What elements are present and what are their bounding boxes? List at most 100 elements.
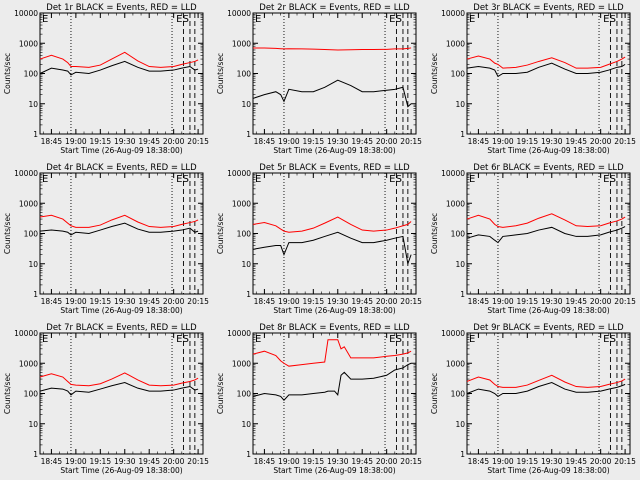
annotation-label: S bbox=[396, 14, 402, 25]
y-axis: 1 10 100 1000 10000 bbox=[441, 9, 630, 139]
y-axis-label: Counts/sec bbox=[430, 213, 439, 254]
x-tick-label: 20:15 bbox=[187, 297, 209, 306]
x-tick-label: 20:00 bbox=[590, 137, 612, 146]
x-tick-label: 19:45 bbox=[351, 297, 373, 306]
y-tick-label: 10 bbox=[241, 420, 251, 429]
y-axis: 1 10 100 1000 10000 bbox=[441, 169, 630, 299]
x-axis: 18:45 19:00 19:15 19:30 19:45 20:00 20:15 bbox=[254, 333, 422, 466]
x-tick-label: 19:45 bbox=[351, 137, 373, 146]
y-tick-label: 10 bbox=[455, 420, 465, 429]
x-tick-label: 19:15 bbox=[516, 297, 538, 306]
chart-panel-det-6: Det 6r BLACK = Events, RED = LLD 1 10 100 10… bbox=[430, 163, 636, 315]
corner-label: E bbox=[255, 334, 261, 345]
x-axis: 18:45 19:00 19:15 19:30 19:45 20:00 20:15 bbox=[41, 13, 209, 146]
x-axis-label: Start Time (26-Aug-09 18:38:00) bbox=[273, 306, 395, 315]
series-line-events bbox=[466, 382, 626, 398]
x-axis: 18:45 19:00 19:15 19:30 19:45 20:00 20:15 bbox=[254, 13, 422, 146]
plot-frame bbox=[252, 12, 417, 135]
plot-frame bbox=[466, 332, 631, 455]
y-tick-label: 10 bbox=[28, 260, 38, 269]
x-tick-label: 20:00 bbox=[163, 297, 185, 306]
x-tick-label: 19:45 bbox=[351, 457, 373, 466]
annotation-label: E bbox=[389, 174, 395, 185]
y-tick-label: 10 bbox=[28, 100, 38, 109]
y-tick-label: 100 bbox=[451, 390, 466, 399]
x-tick-label: 19:15 bbox=[516, 137, 538, 146]
corner-label: E bbox=[469, 334, 475, 345]
series-line-events bbox=[39, 222, 199, 236]
annotation-label: E bbox=[176, 174, 182, 185]
x-axis-label: Start Time (26-Aug-09 18:38:00) bbox=[60, 306, 182, 315]
y-tick-label: 1 bbox=[33, 450, 38, 459]
corner-label: E bbox=[469, 14, 475, 25]
x-tick-label: 19:30 bbox=[114, 297, 136, 306]
x-axis-label: Start Time (26-Aug-09 18:38:00) bbox=[273, 466, 395, 475]
y-tick-label: 10 bbox=[241, 100, 251, 109]
y-tick-label: 1000 bbox=[446, 199, 465, 208]
x-tick-label: 20:00 bbox=[163, 457, 185, 466]
annotation-label: E bbox=[389, 334, 395, 345]
y-tick-label: 1000 bbox=[19, 199, 38, 208]
annotation-label: S bbox=[183, 174, 189, 185]
x-tick-label: 19:15 bbox=[302, 137, 324, 146]
y-axis-label: Counts/sec bbox=[3, 53, 12, 94]
annotation-label: S bbox=[610, 14, 616, 25]
annotation-label: E bbox=[603, 334, 609, 345]
x-tick-label: 20:15 bbox=[614, 457, 636, 466]
x-tick-label: 18:45 bbox=[254, 297, 276, 306]
x-tick-label: 19:00 bbox=[65, 137, 87, 146]
x-tick-label: 20:15 bbox=[400, 457, 422, 466]
y-tick-label: 10000 bbox=[441, 169, 465, 178]
x-tick-label: 18:45 bbox=[254, 457, 276, 466]
x-tick-label: 19:30 bbox=[327, 137, 349, 146]
y-tick-label: 1 bbox=[460, 450, 465, 459]
chart-title: Det 5r BLACK = Events, RED = LLD bbox=[259, 163, 410, 173]
x-tick-label: 20:00 bbox=[590, 297, 612, 306]
series-line-lld bbox=[466, 374, 626, 388]
plot-frame bbox=[39, 172, 204, 295]
y-axis: 1 10 100 1000 10000 bbox=[227, 9, 416, 139]
y-axis-label: Counts/sec bbox=[3, 213, 12, 254]
y-axis-label: Counts/sec bbox=[216, 53, 225, 94]
x-tick-label: 19:30 bbox=[541, 137, 563, 146]
x-tick-label: 19:00 bbox=[492, 297, 514, 306]
chart-title: Det 1r BLACK = Events, RED = LLD bbox=[46, 3, 197, 13]
corner-label: E bbox=[42, 174, 48, 185]
y-tick-label: 10 bbox=[455, 100, 465, 109]
series-line-events bbox=[39, 382, 199, 396]
x-axis: 18:45 19:00 19:15 19:30 19:45 20:00 20:15 bbox=[468, 173, 636, 306]
y-tick-label: 100 bbox=[24, 230, 39, 239]
series-line-lld bbox=[39, 372, 199, 387]
y-tick-label: 1 bbox=[460, 290, 465, 299]
y-tick-label: 10 bbox=[28, 420, 38, 429]
series-line-lld bbox=[39, 214, 199, 228]
x-tick-label: 19:45 bbox=[138, 297, 160, 306]
x-axis-label: Start Time (26-Aug-09 18:38:00) bbox=[60, 466, 182, 475]
x-tick-label: 19:15 bbox=[89, 457, 111, 466]
y-axis: 1 10 100 1000 10000 bbox=[14, 329, 203, 459]
chart-title: Det 2r BLACK = Events, RED = LLD bbox=[259, 3, 410, 13]
chart-title: Det 8r BLACK = Events, RED = LLD bbox=[259, 323, 410, 333]
y-tick-label: 10000 bbox=[227, 169, 251, 178]
x-axis-label: Start Time (26-Aug-09 18:38:00) bbox=[487, 466, 609, 475]
x-tick-label: 18:45 bbox=[41, 457, 63, 466]
chart-title: Det 7r BLACK = Events, RED = LLD bbox=[46, 323, 197, 333]
y-tick-label: 10000 bbox=[441, 9, 465, 18]
y-axis-label: Counts/sec bbox=[216, 213, 225, 254]
x-tick-label: 18:45 bbox=[41, 297, 63, 306]
y-tick-label: 100 bbox=[24, 390, 39, 399]
y-tick-label: 10000 bbox=[14, 169, 38, 178]
plot-frame bbox=[466, 12, 631, 135]
series-line-events bbox=[252, 362, 412, 401]
y-tick-label: 100 bbox=[451, 230, 466, 239]
x-tick-label: 20:15 bbox=[187, 457, 209, 466]
y-tick-label: 100 bbox=[237, 390, 252, 399]
plot-frame bbox=[39, 12, 204, 135]
x-axis: 18:45 19:00 19:15 19:30 19:45 20:00 20:15 bbox=[41, 173, 209, 306]
y-tick-label: 10000 bbox=[441, 329, 465, 338]
y-tick-label: 1 bbox=[33, 130, 38, 139]
y-tick-label: 1 bbox=[460, 130, 465, 139]
y-tick-label: 100 bbox=[237, 230, 252, 239]
y-tick-label: 1 bbox=[246, 450, 251, 459]
x-tick-label: 20:15 bbox=[187, 137, 209, 146]
